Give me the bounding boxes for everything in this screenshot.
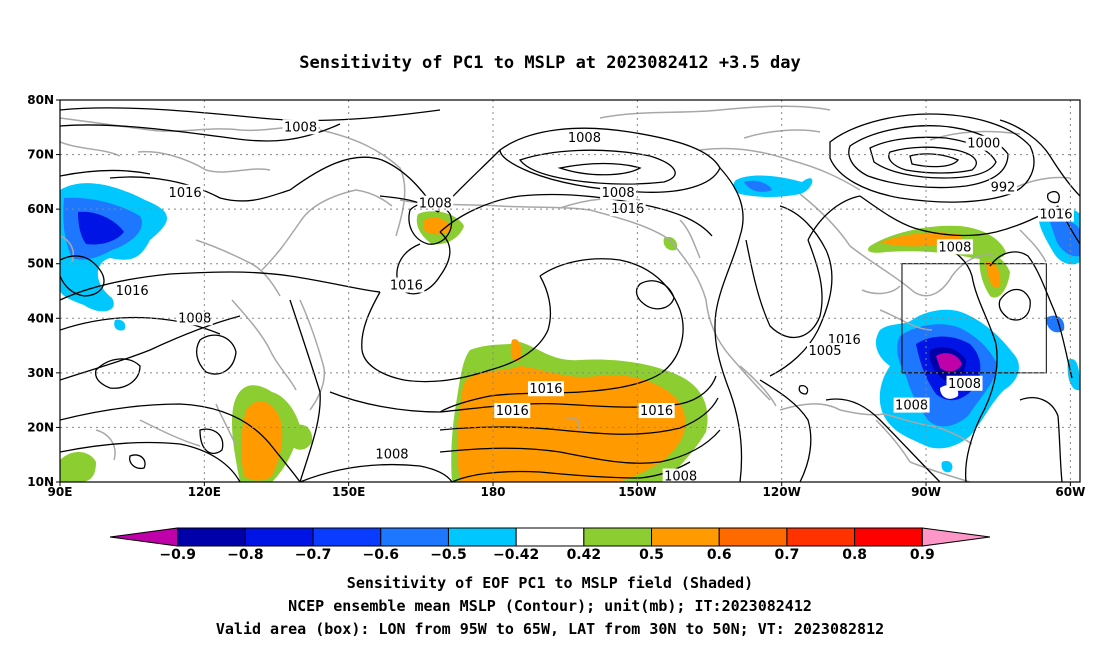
contour-label: 1016 (116, 284, 149, 299)
colorbar: −0.9 −0.8 −0.7 −0.6 −0.5 −0.42 0.42 0.5 0.6 0.7 0.… (109, 527, 991, 563)
colorbar-label: −0.8 (227, 547, 264, 563)
lon-tick-label: 120E (188, 485, 221, 499)
lat-tick-label: 60N (27, 202, 54, 216)
contour-label-bg (609, 201, 646, 217)
colorbar-swatch (786, 527, 856, 547)
contour-label: 1005 (808, 344, 841, 359)
colorbar-label: 0.9 (910, 547, 935, 563)
contour-label: 1008 (568, 131, 601, 146)
contour-label-bg (282, 119, 319, 135)
lon-tick-label: 150E (332, 485, 365, 499)
contour-label-bg (114, 283, 151, 298)
colorbar-label: −0.5 (430, 547, 467, 563)
contour-label-bg (373, 446, 410, 462)
contour-label: 1016 (611, 202, 644, 217)
lat-tick-label: 40N (27, 311, 54, 325)
lon-tick-label: 60W (1055, 485, 1085, 499)
contour-label-bg (1037, 206, 1074, 222)
contour-label: 1008 (602, 186, 635, 201)
contour-label-bg (527, 381, 564, 397)
contour-label-bg (388, 277, 425, 293)
footer-line-3: Valid area (box): LON from 95W to 65W, L… (216, 620, 884, 638)
colorbar-label: 0.42 (567, 547, 602, 563)
contour-label: 1016 (169, 186, 202, 201)
figure-title: Sensitivity of PC1 to MSLP at 2023082412… (299, 53, 801, 73)
contour-label-bg (807, 343, 843, 359)
graticule (60, 100, 1080, 482)
map-frame (59, 99, 1081, 483)
colorbar-label: 0.6 (707, 547, 732, 563)
footer-line-2: NCEP ensemble mean MSLP (Contour); unit(… (288, 597, 812, 615)
lat-tick-label: 30N (27, 366, 54, 380)
colorbar-swatch (515, 527, 585, 547)
contour-label: 1016 (390, 279, 423, 294)
contour-label: 1000 (967, 137, 1000, 152)
contour-label: 992 (991, 180, 1016, 195)
colorbar-swatch (854, 527, 923, 547)
footer-line-1: Sensitivity of EOF PC1 to MSLP field (Sh… (347, 574, 753, 592)
contour-label: 1008 (664, 470, 697, 485)
colorbar-swatch (244, 527, 314, 547)
contour-label-bg (946, 375, 983, 391)
contour-label: 1016 (496, 404, 529, 419)
contour-label: 1008 (284, 120, 317, 135)
colorbar-swatch (718, 527, 788, 547)
colorbar-swatch (312, 527, 382, 547)
lat-tick-label: 80N (27, 93, 54, 107)
contour-label: 1008 (938, 240, 971, 255)
contour-label-bg (176, 310, 213, 326)
contour-label: 1016 (529, 382, 562, 397)
lon-tick-label: 120W (763, 485, 801, 499)
colorbar-label: 0.8 (842, 547, 867, 563)
contour-label-bg (638, 403, 675, 419)
colorbar-label: −0.9 (159, 547, 196, 563)
contour-label: 1008 (895, 399, 928, 414)
colorbar-swatch (583, 527, 653, 547)
colorbar-swatch (447, 527, 517, 547)
colorbar-label: −0.6 (363, 547, 400, 563)
contour-label-bg (566, 130, 603, 146)
contour-label: 1008 (375, 448, 408, 463)
colorbar-label: 0.5 (639, 547, 664, 563)
lat-tick-label: 50N (27, 257, 54, 271)
colorbar-label: 0.7 (775, 547, 800, 563)
contour-label: 1008 (948, 377, 981, 392)
colorbar-swatch (921, 527, 991, 547)
colorbar-swatch (380, 527, 449, 547)
contour-label: 1008 (178, 311, 211, 326)
lon-tick-label: 90E (48, 485, 73, 499)
colorbar-swatch (177, 527, 246, 547)
map-axes: 90E 120E 150E 180 150W 120W 90W 60W 10N 20N 30N 40N… (27, 93, 1085, 499)
lat-tick-label: 10N (27, 475, 54, 489)
contour-label-bg (167, 184, 204, 200)
contour-label-bg (893, 397, 930, 413)
colorbar-label: −0.7 (295, 547, 332, 563)
lon-tick-label: 150W (618, 485, 656, 499)
colorbar-label: −0.42 (493, 547, 539, 563)
contour-label-bg (936, 239, 973, 255)
lon-tick-label: 90W (911, 485, 941, 499)
colorbar-swatch (651, 527, 720, 547)
contour-label-bg (989, 179, 1018, 195)
contour-label-bg (494, 403, 531, 419)
colorbar-swatch (109, 527, 179, 547)
lat-tick-label: 70N (27, 148, 54, 162)
lat-tick-label: 20N (27, 420, 54, 434)
contour-label-bg (662, 468, 699, 482)
mslp-contours (60, 107, 1080, 482)
contour-label-bg (965, 135, 1002, 151)
sensitivity-shading (60, 175, 1080, 482)
contour-label: 1016 (1039, 208, 1072, 223)
lon-tick-label: 180 (480, 485, 505, 499)
contour-label: 1008 (419, 197, 452, 212)
contour-label-bg (417, 195, 454, 211)
contour-label-bg (600, 184, 637, 200)
contour-label: 1016 (640, 404, 673, 419)
